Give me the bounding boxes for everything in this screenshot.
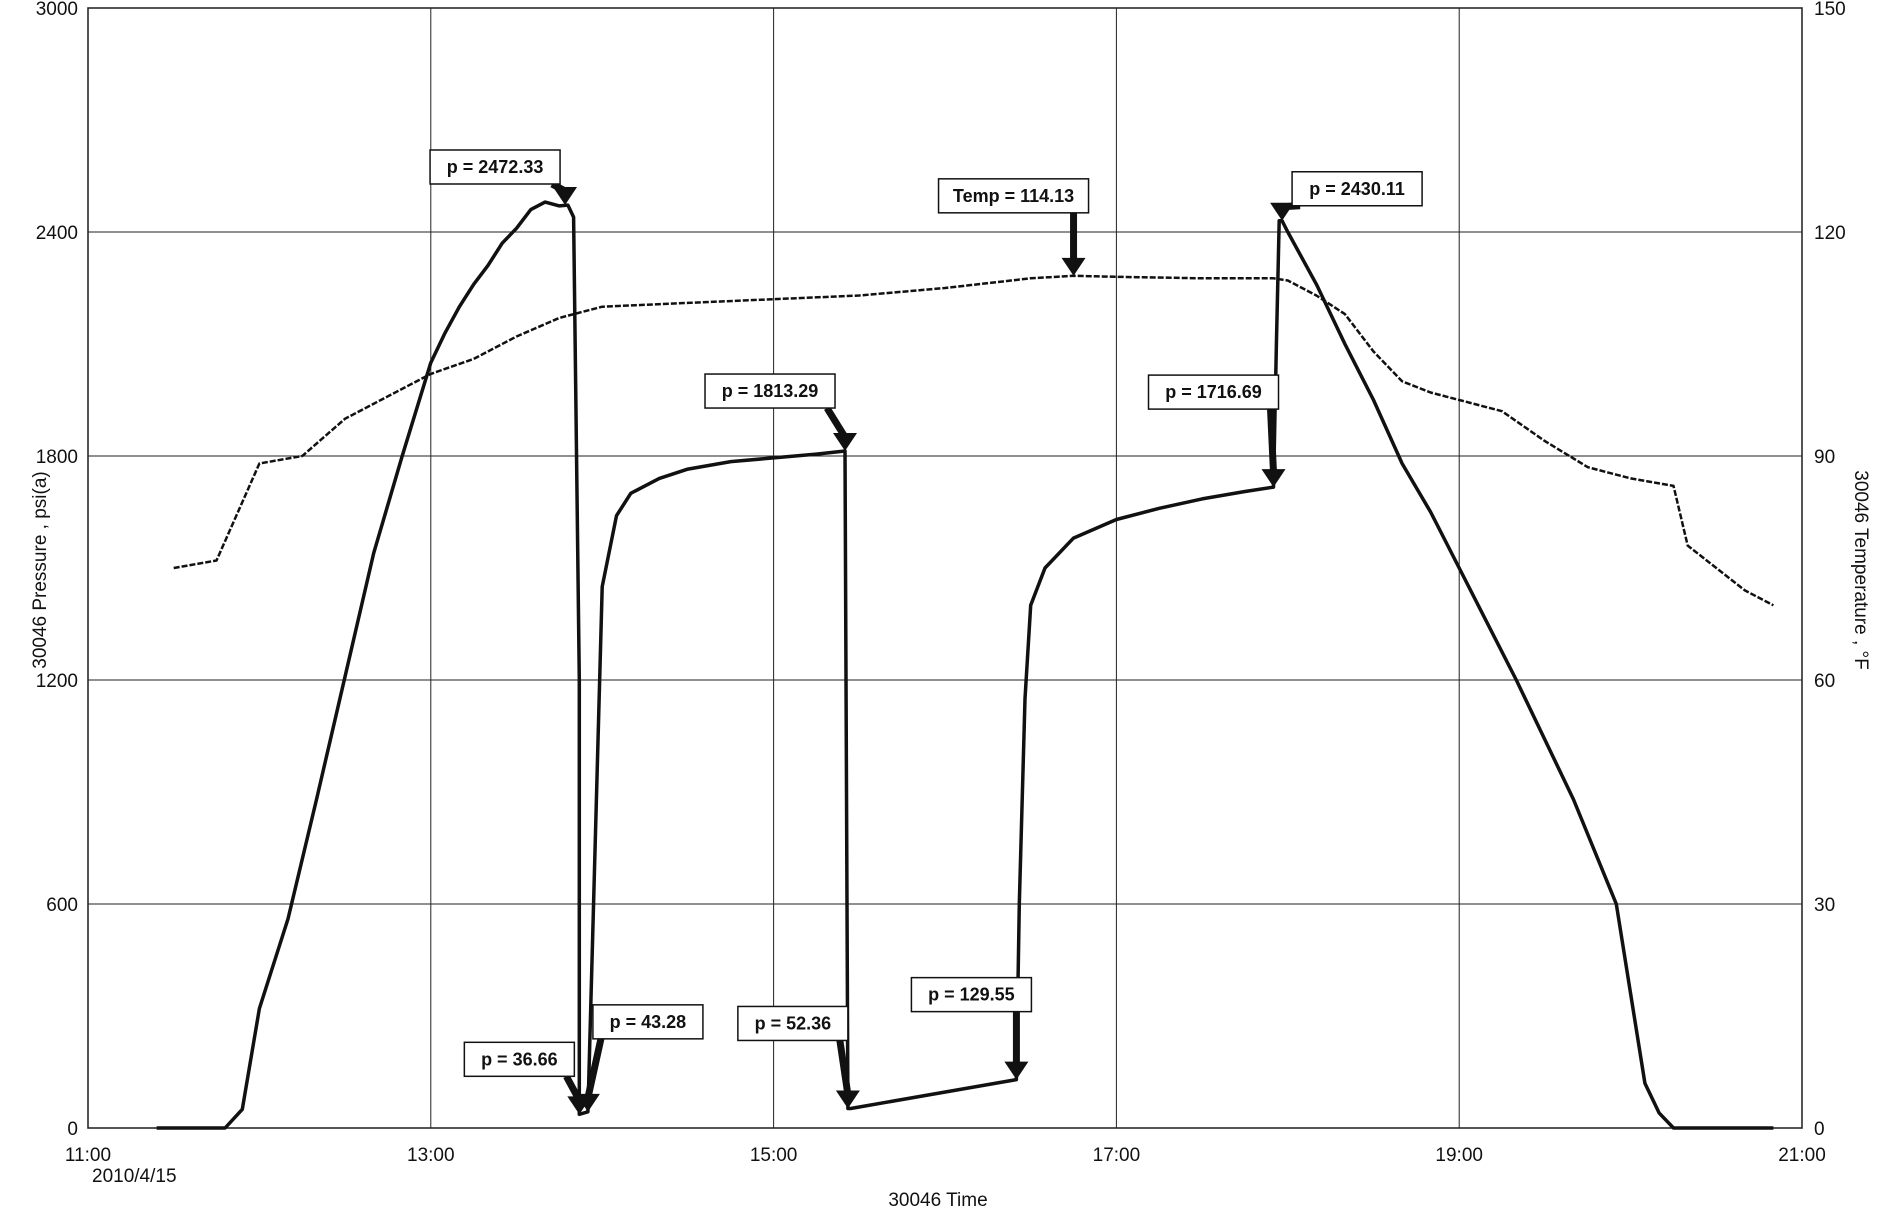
y-left-tick-label: 1200 — [36, 671, 78, 692]
annotation-callout: p = 2430.11 — [1270, 171, 1423, 221]
y-left-tick-label: 2400 — [36, 223, 78, 244]
y-right-tick-label: 0 — [1814, 1119, 1825, 1140]
annotation-label: p = 2472.33 — [447, 157, 544, 177]
annotation-arrow-head — [1061, 257, 1086, 276]
y-left-tick-label: 3000 — [36, 0, 78, 20]
annotation-arrow-head — [1004, 1061, 1029, 1080]
x-tick-label: 15:00 — [750, 1145, 798, 1166]
annotation-label: p = 1813.29 — [722, 381, 819, 401]
x-tick-label: 21:00 — [1778, 1145, 1826, 1166]
y-right-tick-label: 150 — [1814, 0, 1846, 20]
annotation-callout: p = 36.66 — [463, 1041, 592, 1115]
annotation-callout: p = 1716.69 — [1147, 374, 1286, 488]
temperature-series-line — [173, 274, 1774, 607]
annotation-box — [704, 373, 836, 409]
x-tick-label: 19:00 — [1435, 1145, 1483, 1166]
annotation-callout: p = 52.36 — [737, 1005, 860, 1109]
x-axis-title: 30046 Time — [888, 1190, 987, 1211]
y-left-tick-label: 600 — [46, 895, 78, 916]
series-lines — [156, 200, 1774, 1130]
annotation-arrow-head — [567, 1096, 592, 1115]
annotation-callout: p = 1813.29 — [704, 373, 858, 452]
y-right-tick-label: 120 — [1814, 223, 1846, 244]
annotation-label: p = 2430.11 — [1309, 179, 1405, 199]
annotation-callout: p = 2472.33 — [429, 149, 578, 205]
x-tick-label: 13:00 — [407, 1145, 455, 1166]
annotation-label: Temp = 114.13 — [953, 186, 1074, 206]
annotation-box — [910, 976, 1033, 1013]
annotation-arrow-head — [1261, 469, 1286, 488]
y-axis-left-title: 30046 Pressure , psi(a) — [30, 471, 51, 669]
annotation-box — [463, 1041, 576, 1078]
annotation-label: p = 43.28 — [610, 1012, 687, 1032]
x-tick-label: 11:00 — [65, 1145, 111, 1166]
y-right-tick-label: 30 — [1814, 895, 1835, 916]
annotation-callout: p = 43.28 — [575, 1004, 704, 1112]
y-left-tick-label: 1800 — [36, 447, 78, 468]
annotation-box — [737, 1005, 849, 1042]
annotation-box — [1291, 171, 1423, 207]
annotation-arrow-shaft — [1267, 408, 1278, 474]
annotation-box — [592, 1004, 704, 1040]
annotation-box — [937, 178, 1090, 214]
grid — [87, 7, 1803, 1129]
annotation-box — [1147, 374, 1280, 410]
annotation-arrow-shaft — [824, 406, 848, 439]
annotation-arrow-head — [1270, 202, 1295, 221]
annotation-label: p = 52.36 — [755, 1013, 832, 1033]
annotation-arrow-shaft — [836, 1039, 852, 1095]
annotation-callout: p = 129.55 — [910, 976, 1033, 1080]
annotation-box — [429, 149, 561, 185]
x-axis-start-date: 2010/4/15 — [92, 1166, 177, 1187]
pressure-series-line — [156, 200, 1774, 1130]
y-right-tick-label: 90 — [1814, 447, 1835, 468]
annotation-label: p = 36.66 — [481, 1049, 558, 1069]
annotation-arrow-head — [833, 433, 858, 452]
annotation-label: p = 1716.69 — [1165, 382, 1262, 402]
y-right-tick-label: 60 — [1814, 671, 1835, 692]
annotation-arrow-shaft — [584, 1038, 605, 1099]
y-axis-right-title: 30046 Temperature , °F — [1850, 470, 1871, 669]
tick-labels: 11:00 13:00 15:00 17:00 19:00 21:000600120018… — [36, 0, 1846, 1166]
annotations: p = 2472.33 Temp = 114.13 p = 2430.11 p = 1… — [429, 149, 1423, 1115]
annotation-callout: Temp = 114.13 — [937, 178, 1090, 276]
y-left-tick-label: 0 — [67, 1119, 78, 1140]
plot-frame — [87, 7, 1803, 1129]
annotation-label: p = 129.55 — [928, 985, 1015, 1005]
annotation-arrow-head — [835, 1090, 860, 1109]
x-tick-label: 17:00 — [1093, 1145, 1141, 1166]
annotation-arrow-head — [553, 186, 578, 205]
